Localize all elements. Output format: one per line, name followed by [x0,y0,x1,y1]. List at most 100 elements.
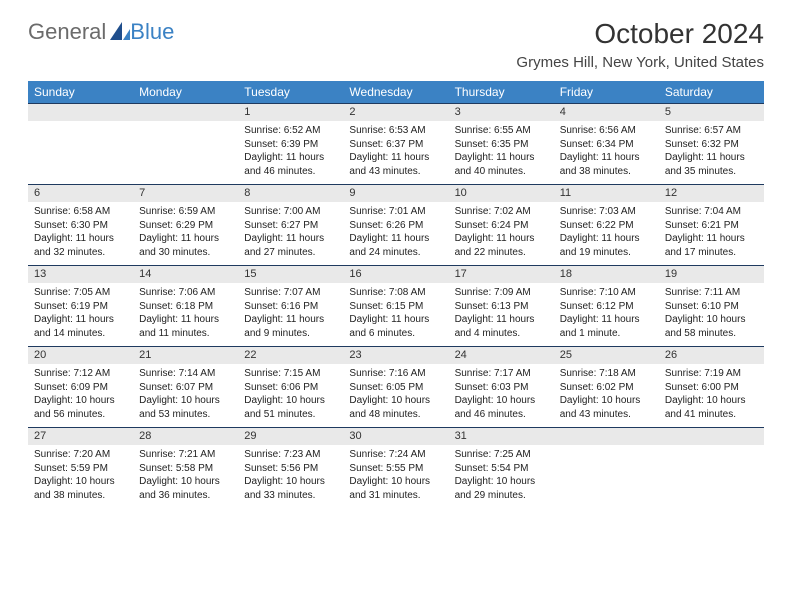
day-cell: 13Sunrise: 7:05 AMSunset: 6:19 PMDayligh… [28,265,133,346]
day-body: Sunrise: 7:19 AMSunset: 6:00 PMDaylight:… [659,364,764,427]
day-cell: 21Sunrise: 7:14 AMSunset: 6:07 PMDayligh… [133,346,238,427]
sunset-text: Sunset: 6:10 PM [665,300,758,314]
day-body: Sunrise: 6:59 AMSunset: 6:29 PMDaylight:… [133,202,238,265]
sunrise-text: Sunrise: 7:14 AM [139,367,232,381]
sunrise-text: Sunrise: 7:11 AM [665,286,758,300]
day-body: Sunrise: 7:23 AMSunset: 5:56 PMDaylight:… [238,445,343,508]
day-number: 19 [659,265,764,283]
day-cell: 20Sunrise: 7:12 AMSunset: 6:09 PMDayligh… [28,346,133,427]
logo-text-2: Blue [130,19,174,45]
sunrise-text: Sunrise: 6:57 AM [665,124,758,138]
dow-sat: Saturday [659,81,764,103]
day-number: 27 [28,427,133,445]
daylight-text: Daylight: 11 hours and 9 minutes. [244,313,337,340]
daylight-text: Daylight: 11 hours and 22 minutes. [455,232,548,259]
day-number: 14 [133,265,238,283]
day-cell: 11Sunrise: 7:03 AMSunset: 6:22 PMDayligh… [554,184,659,265]
day-body: Sunrise: 6:56 AMSunset: 6:34 PMDaylight:… [554,121,659,184]
sunset-text: Sunset: 6:05 PM [349,381,442,395]
sunrise-text: Sunrise: 7:09 AM [455,286,548,300]
sunrise-text: Sunrise: 7:15 AM [244,367,337,381]
dow-fri: Friday [554,81,659,103]
day-number: 31 [449,427,554,445]
day-cell: 10Sunrise: 7:02 AMSunset: 6:24 PMDayligh… [449,184,554,265]
day-cell: 24Sunrise: 7:17 AMSunset: 6:03 PMDayligh… [449,346,554,427]
sunset-text: Sunset: 6:35 PM [455,138,548,152]
day-body: Sunrise: 7:20 AMSunset: 5:59 PMDaylight:… [28,445,133,508]
day-body: Sunrise: 6:58 AMSunset: 6:30 PMDaylight:… [28,202,133,265]
day-cell: 16Sunrise: 7:08 AMSunset: 6:15 PMDayligh… [343,265,448,346]
sunset-text: Sunset: 6:13 PM [455,300,548,314]
logo-text-1: General [28,19,106,45]
daylight-text: Daylight: 10 hours and 31 minutes. [349,475,442,502]
day-cell: 4Sunrise: 6:56 AMSunset: 6:34 PMDaylight… [554,103,659,184]
daylight-text: Daylight: 11 hours and 35 minutes. [665,151,758,178]
sunset-text: Sunset: 6:29 PM [139,219,232,233]
day-cell: 26Sunrise: 7:19 AMSunset: 6:00 PMDayligh… [659,346,764,427]
sunset-text: Sunset: 6:22 PM [560,219,653,233]
day-number: 13 [28,265,133,283]
daylight-text: Daylight: 10 hours and 33 minutes. [244,475,337,502]
week-row: 1Sunrise: 6:52 AMSunset: 6:39 PMDaylight… [28,103,764,184]
day-cell: 28Sunrise: 7:21 AMSunset: 5:58 PMDayligh… [133,427,238,508]
month-title: October 2024 [516,18,764,50]
day-body [28,121,133,179]
day-body: Sunrise: 6:57 AMSunset: 6:32 PMDaylight:… [659,121,764,184]
sunset-text: Sunset: 6:02 PM [560,381,653,395]
sunrise-text: Sunrise: 6:59 AM [139,205,232,219]
sunset-text: Sunset: 5:54 PM [455,462,548,476]
sunrise-text: Sunrise: 7:08 AM [349,286,442,300]
daylight-text: Daylight: 11 hours and 14 minutes. [34,313,127,340]
day-number: 12 [659,184,764,202]
calendar-page: General Blue October 2024 Grymes Hill, N… [0,0,792,526]
day-number: 1 [238,103,343,121]
sunset-text: Sunset: 6:18 PM [139,300,232,314]
daylight-text: Daylight: 11 hours and 38 minutes. [560,151,653,178]
weeks-body: 1Sunrise: 6:52 AMSunset: 6:39 PMDaylight… [28,103,764,508]
day-number: 24 [449,346,554,364]
day-cell [659,427,764,508]
day-number: 22 [238,346,343,364]
day-body: Sunrise: 7:07 AMSunset: 6:16 PMDaylight:… [238,283,343,346]
sunrise-text: Sunrise: 7:21 AM [139,448,232,462]
day-cell: 8Sunrise: 7:00 AMSunset: 6:27 PMDaylight… [238,184,343,265]
sunrise-text: Sunrise: 7:18 AM [560,367,653,381]
daylight-text: Daylight: 10 hours and 29 minutes. [455,475,548,502]
sunrise-text: Sunrise: 7:25 AM [455,448,548,462]
day-body: Sunrise: 7:16 AMSunset: 6:05 PMDaylight:… [343,364,448,427]
sunrise-text: Sunrise: 6:52 AM [244,124,337,138]
dow-thu: Thursday [449,81,554,103]
daylight-text: Daylight: 10 hours and 53 minutes. [139,394,232,421]
sunset-text: Sunset: 6:15 PM [349,300,442,314]
sunset-text: Sunset: 6:39 PM [244,138,337,152]
dow-tue: Tuesday [238,81,343,103]
day-cell: 31 Sunrise: 7:25 AMSunset: 5:54 PMDayligh… [449,427,554,508]
day-number: 23 [343,346,448,364]
dow-row: Sunday Monday Tuesday Wednesday Thursday… [28,81,764,103]
day-body: Sunrise: 7:05 AMSunset: 6:19 PMDaylight:… [28,283,133,346]
day-body: Sunrise: 7:18 AMSunset: 6:02 PMDaylight:… [554,364,659,427]
day-cell: 6Sunrise: 6:58 AMSunset: 6:30 PMDaylight… [28,184,133,265]
calendar-table: Sunday Monday Tuesday Wednesday Thursday… [28,81,764,508]
sunset-text: Sunset: 6:32 PM [665,138,758,152]
sunset-text: Sunset: 6:06 PM [244,381,337,395]
day-number: 9 [343,184,448,202]
day-cell [554,427,659,508]
day-cell: 27Sunrise: 7:20 AMSunset: 5:59 PMDayligh… [28,427,133,508]
day-cell: 14Sunrise: 7:06 AMSunset: 6:18 PMDayligh… [133,265,238,346]
day-number: 16 [343,265,448,283]
sunrise-text: Sunrise: 7:10 AM [560,286,653,300]
daylight-text: Daylight: 10 hours and 48 minutes. [349,394,442,421]
day-body: Sunrise: 7:06 AMSunset: 6:18 PMDaylight:… [133,283,238,346]
sunrise-text: Sunrise: 6:56 AM [560,124,653,138]
dow-mon: Monday [133,81,238,103]
day-number: 4 [554,103,659,121]
day-number: 30 [343,427,448,445]
sunset-text: Sunset: 6:03 PM [455,381,548,395]
day-body: Sunrise: 6:52 AMSunset: 6:39 PMDaylight:… [238,121,343,184]
sunrise-text: Sunrise: 7:12 AM [34,367,127,381]
sunrise-text: Sunrise: 7:02 AM [455,205,548,219]
day-body: Sunrise: 7:14 AMSunset: 6:07 PMDaylight:… [133,364,238,427]
sunrise-text: Sunrise: 7:23 AM [244,448,337,462]
day-cell: 3Sunrise: 6:55 AMSunset: 6:35 PMDaylight… [449,103,554,184]
